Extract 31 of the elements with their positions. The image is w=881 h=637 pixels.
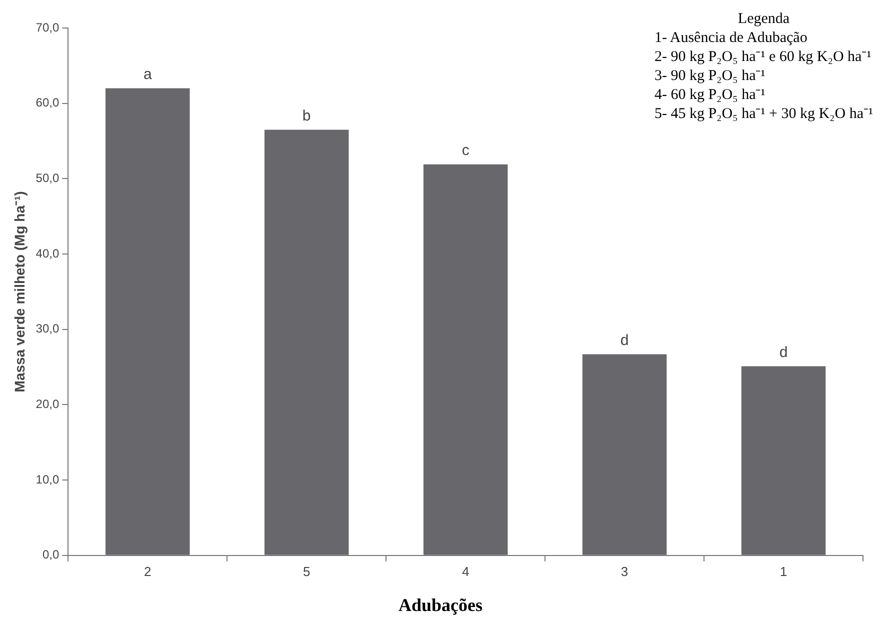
y-tick-label: 20,0: [36, 397, 60, 412]
x-axis-title: Adubações: [397, 595, 484, 616]
x-tick-label: 1: [780, 564, 788, 579]
bar: [741, 366, 826, 555]
y-tick-label: 10,0: [36, 472, 60, 486]
bar: [106, 88, 190, 555]
annotation: 2- 90 kg P₂O₅ ha⁻¹ e 60 kg K₂O ha⁻¹: [654, 48, 872, 67]
y-tick-label: 40,0: [36, 246, 60, 260]
annotation: b: [302, 107, 311, 124]
annotation: 3- 90 kg P₂O₅ ha⁻¹: [654, 67, 766, 86]
annotation: 4- 60 kg P₂O₅ ha⁻¹: [654, 86, 766, 105]
y-tick-label: 60,0: [36, 96, 60, 110]
y-tick-label: 0,0: [42, 548, 60, 562]
bar: [582, 354, 667, 555]
y-tick-label: 50,0: [36, 171, 60, 185]
x-tick-label: 5: [302, 564, 310, 579]
annotation: 5- 45 kg P₂O₅ ha⁻¹ + 30 kg K₂O ha⁻¹: [654, 105, 873, 124]
annotation: a: [143, 66, 152, 83]
annotation: c: [462, 142, 470, 160]
legend-title: Legenda: [736, 10, 791, 29]
bar: [423, 164, 508, 555]
x-tick-label: 3: [620, 564, 628, 579]
bar: [264, 130, 349, 555]
y-axis-title: Massa verde milheto (Mg ha⁻¹): [11, 191, 28, 392]
y-tick-label: 30,0: [36, 322, 60, 336]
annotation: d: [620, 332, 629, 349]
annotation: d: [779, 344, 788, 361]
y-tick-label: 70,0: [36, 20, 60, 34]
annotation: 1- Ausência de Adubação: [654, 29, 808, 48]
x-tick-label: 4: [462, 564, 470, 579]
x-tick-label: 2: [144, 564, 152, 579]
